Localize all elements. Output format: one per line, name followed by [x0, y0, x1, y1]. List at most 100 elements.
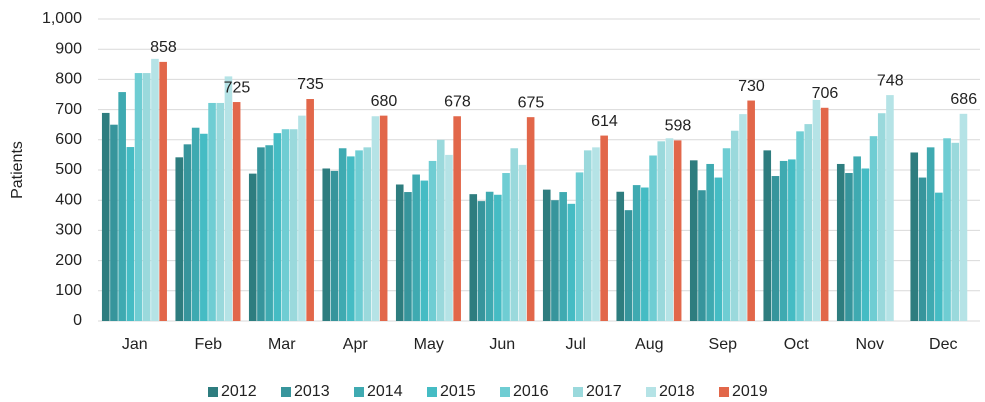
- bar: [175, 157, 184, 321]
- bar: [698, 190, 706, 321]
- bar: [910, 152, 919, 321]
- y-tick-label: 400: [55, 191, 82, 208]
- bar: [494, 194, 502, 321]
- bar: [159, 61, 167, 321]
- data-label: 686: [950, 91, 977, 108]
- legend-swatch: [573, 387, 583, 397]
- legend-swatch: [500, 387, 510, 397]
- legend-label: 2012: [221, 383, 257, 400]
- legend-swatch: [354, 387, 364, 397]
- bar: [583, 150, 592, 321]
- bar: [395, 184, 404, 321]
- bar: [183, 144, 192, 321]
- bar: [853, 156, 861, 321]
- bar: [436, 139, 445, 321]
- bar: [747, 100, 755, 321]
- bar: [926, 147, 935, 321]
- bar: [502, 173, 510, 321]
- y-tick-label: 600: [55, 131, 82, 148]
- bar: [134, 73, 143, 321]
- legend-swatch: [281, 387, 291, 397]
- data-label: 675: [518, 94, 545, 111]
- legend-label: 2015: [440, 383, 476, 400]
- bar: [559, 192, 567, 321]
- bar: [110, 124, 118, 321]
- bar: [363, 147, 372, 321]
- bar: [771, 176, 780, 321]
- bar: [869, 136, 878, 321]
- x-tick-label: Jun: [489, 336, 515, 353]
- bar: [714, 177, 723, 321]
- data-label: 706: [812, 85, 839, 102]
- bar: [200, 133, 208, 321]
- y-tick-label: 800: [55, 71, 82, 88]
- bar: [224, 76, 233, 321]
- bar: [445, 154, 453, 321]
- legend-label: 2019: [732, 383, 768, 400]
- bar: [673, 140, 682, 321]
- x-tick-label: Feb: [194, 336, 222, 353]
- bar: [959, 113, 968, 321]
- bar: [142, 73, 151, 321]
- bar: [428, 160, 437, 321]
- y-tick-label: 300: [55, 222, 82, 239]
- y-tick-label: 200: [55, 252, 82, 269]
- bar: [624, 210, 633, 321]
- bar: [101, 112, 110, 321]
- bar: [632, 185, 641, 321]
- bar: [306, 99, 314, 321]
- data-label: 730: [738, 78, 765, 95]
- bar: [347, 156, 355, 321]
- bar: [812, 99, 821, 321]
- bar: [298, 115, 306, 321]
- bar: [420, 180, 429, 321]
- data-label: 598: [665, 118, 692, 135]
- bar: [665, 138, 674, 321]
- bar: [126, 147, 135, 321]
- legend-label: 2016: [513, 383, 549, 400]
- bar: [151, 58, 159, 321]
- bar: [918, 177, 927, 321]
- legend-label: 2013: [294, 383, 330, 400]
- bar: [600, 135, 608, 321]
- bar: [730, 130, 739, 321]
- bar: [281, 129, 290, 321]
- data-label: 748: [877, 72, 904, 89]
- data-label: 725: [224, 79, 251, 96]
- bar: [355, 150, 363, 321]
- y-tick-label: 500: [55, 161, 82, 178]
- bar: [216, 102, 225, 322]
- bar: [641, 187, 649, 321]
- data-label: 735: [297, 76, 324, 93]
- bar: [657, 141, 666, 321]
- bar: [796, 131, 804, 321]
- bar: [322, 168, 331, 321]
- x-tick-label: Sep: [709, 336, 738, 353]
- data-label: 680: [371, 93, 398, 110]
- bar: [485, 191, 494, 321]
- bar: [248, 173, 257, 321]
- bar: [257, 147, 265, 321]
- bar: [592, 147, 600, 321]
- bar: [567, 203, 576, 321]
- y-tick-label: 1,000: [42, 10, 82, 27]
- bar: [788, 159, 796, 321]
- bar: [951, 142, 960, 321]
- legend-swatch: [427, 387, 437, 397]
- bar: [518, 164, 527, 321]
- bar: [208, 102, 216, 322]
- bar: [551, 200, 559, 321]
- bar: [404, 192, 412, 321]
- bar: [510, 148, 519, 321]
- bar: [877, 113, 886, 321]
- data-label: 858: [150, 39, 177, 56]
- bar: [412, 174, 420, 321]
- legend-label: 2018: [659, 383, 695, 400]
- bar: [689, 160, 698, 321]
- bar: [861, 168, 870, 321]
- bar: [289, 129, 298, 321]
- legend-swatch: [646, 387, 656, 397]
- bar: [820, 107, 829, 322]
- x-tick-label: Aug: [635, 336, 663, 353]
